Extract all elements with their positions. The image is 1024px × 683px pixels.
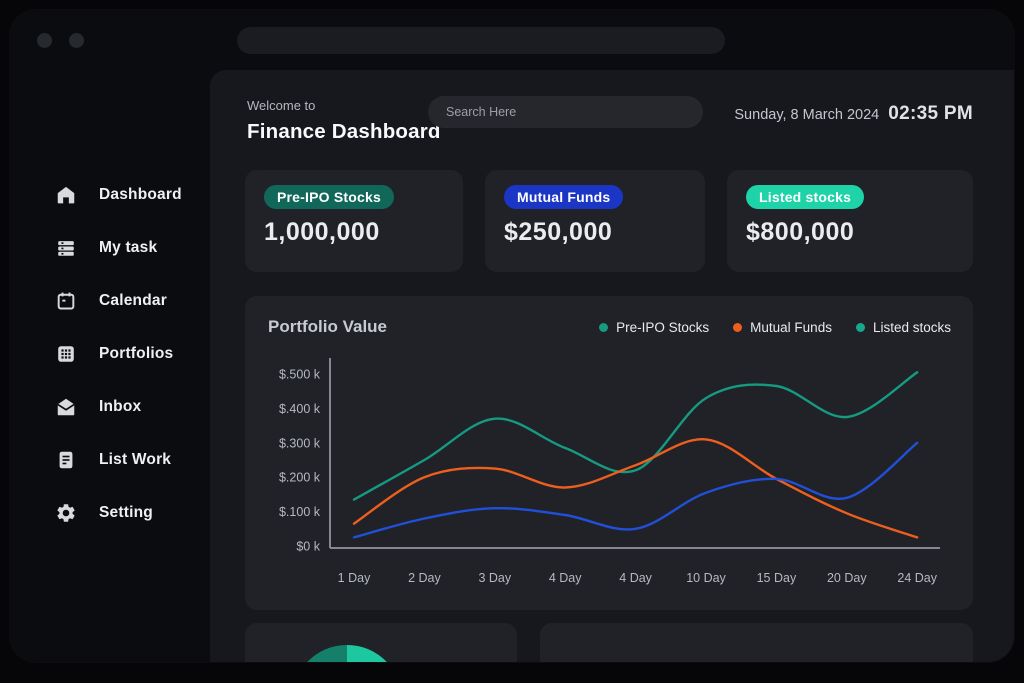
datetime: Sunday, 8 March 2024 02:35 PM (734, 103, 973, 125)
legend-label: Mutual Funds (750, 320, 832, 335)
line-series-listed-stocks (352, 441, 919, 539)
sidebar-item-dashboard[interactable]: Dashboard (10, 168, 210, 221)
document-icon (55, 449, 77, 471)
search-input[interactable]: Search Here (428, 96, 703, 128)
legend-label: Pre-IPO Stocks (616, 320, 710, 335)
sidebar-item-calendar[interactable]: Calendar (10, 274, 210, 327)
svg-text:20 Day: 20 Day (827, 571, 867, 585)
svg-text:3 Day: 3 Day (478, 571, 511, 585)
svg-text:1 Day: 1 Day (338, 571, 371, 585)
legend-dot-icon (855, 323, 865, 332)
svg-text:$0 k: $0 k (296, 540, 320, 554)
bottom-card (540, 623, 973, 662)
svg-text:24 Day: 24 Day (897, 571, 937, 585)
sidebar-item-label: List Work (99, 450, 172, 468)
legend-dot-icon (733, 323, 743, 332)
stat-badge: Listed stocks (746, 185, 865, 209)
app-window: Dashboard My task Calendar Portfolios Inbox L… (10, 10, 1014, 662)
legend-item[interactable]: Mutual Funds (733, 320, 832, 335)
legend-item[interactable]: Pre-IPO Stocks (599, 320, 709, 335)
svg-text:10 Day: 10 Day (686, 571, 726, 585)
sidebar-item-my-task[interactable]: My task (10, 221, 210, 274)
date-label: Sunday, 8 March 2024 (734, 107, 880, 123)
chart-legend: Pre-IPO Stocks Mutual Funds Listed stocks (599, 320, 951, 335)
window-control-icon[interactable] (37, 33, 52, 48)
stat-badge: Pre-IPO Stocks (264, 185, 394, 209)
time-label: 02:35 PM (888, 103, 973, 124)
stat-card: Mutual Funds $250,000 (485, 170, 705, 272)
legend-label: Listed stocks (872, 320, 951, 335)
sidebar-item-label: My task (99, 238, 158, 256)
svg-text:$.200 k: $.200 k (279, 471, 321, 485)
welcome-label: Welcome to (247, 98, 316, 113)
window-titlebar (10, 10, 1014, 70)
sidebar-item-label: Dashboard (99, 185, 182, 203)
stats-row: Pre-IPO Stocks 1,000,000 Mutual Funds $250,… (245, 170, 973, 272)
legend-item[interactable]: Listed stocks (855, 320, 951, 335)
svg-text:$.500 k: $.500 k (279, 368, 321, 382)
grid-icon (55, 343, 77, 365)
sidebar-item-inbox[interactable]: Inbox (10, 380, 210, 433)
svg-text:$.100 k: $.100 k (279, 505, 321, 519)
stat-badge: Mutual Funds (504, 185, 624, 209)
sidebar-item-label: Setting (99, 503, 153, 521)
legend-dot-icon (599, 323, 609, 332)
calendar-icon (55, 290, 77, 312)
sidebar-item-setting[interactable]: Setting (10, 486, 210, 539)
window-body: Dashboard My task Calendar Portfolios Inbox L… (10, 70, 1014, 662)
stat-card: Listed stocks $800,000 (727, 170, 973, 272)
sidebar-item-label: Inbox (99, 397, 142, 415)
task-list-icon (55, 237, 77, 259)
chart-header: Portfolio Value Pre-IPO Stocks Mutual Fun… (245, 296, 973, 352)
stat-value: 1,000,000 (264, 218, 380, 246)
stat-value: $800,000 (746, 218, 855, 246)
sidebar-item-list-work[interactable]: List Work (10, 433, 210, 486)
main-panel: Welcome to Finance Dashboard Search Here… (210, 70, 1014, 662)
sidebar-item-portfolios[interactable]: Portfolios (10, 327, 210, 380)
address-bar[interactable] (237, 27, 725, 54)
svg-text:4 Day: 4 Day (619, 571, 652, 585)
home-icon (55, 184, 77, 206)
svg-text:$.300 k: $.300 k (279, 436, 321, 450)
window-control-icon[interactable] (69, 33, 84, 48)
gear-icon (55, 502, 77, 524)
inbox-icon (55, 396, 77, 418)
sidebar-item-label: Portfolios (99, 344, 174, 362)
portfolio-chart-card: $.500 k $.400 k $.300 k $.200 k $.100 k $0 k 1… (245, 296, 973, 610)
chart-title: Portfolio Value (268, 317, 388, 336)
search-placeholder: Search Here (446, 105, 517, 119)
page-title: Finance Dashboard (247, 120, 441, 143)
line-series-mutual-funds (352, 438, 919, 539)
portfolio-line-chart: $.500 k $.400 k $.300 k $.200 k $.100 k $0 k 1… (279, 358, 940, 585)
svg-text:2 Day: 2 Day (408, 571, 441, 585)
stat-value: $250,000 (504, 218, 613, 246)
bottom-cards-row (245, 623, 973, 662)
svg-text:4 Day: 4 Day (549, 571, 582, 585)
sidebar: Dashboard My task Calendar Portfolios Inbox L… (10, 70, 210, 662)
svg-text:15 Day: 15 Day (757, 571, 797, 585)
donut-chart (292, 645, 402, 662)
svg-text:$.400 k: $.400 k (279, 402, 321, 416)
sidebar-item-label: Calendar (99, 291, 167, 309)
stat-card: Pre-IPO Stocks 1,000,000 (245, 170, 463, 272)
welcome-block: Welcome to Finance Dashboard (247, 98, 441, 144)
line-series-pre-ipo-stocks (352, 371, 919, 501)
donut-card (245, 623, 517, 662)
